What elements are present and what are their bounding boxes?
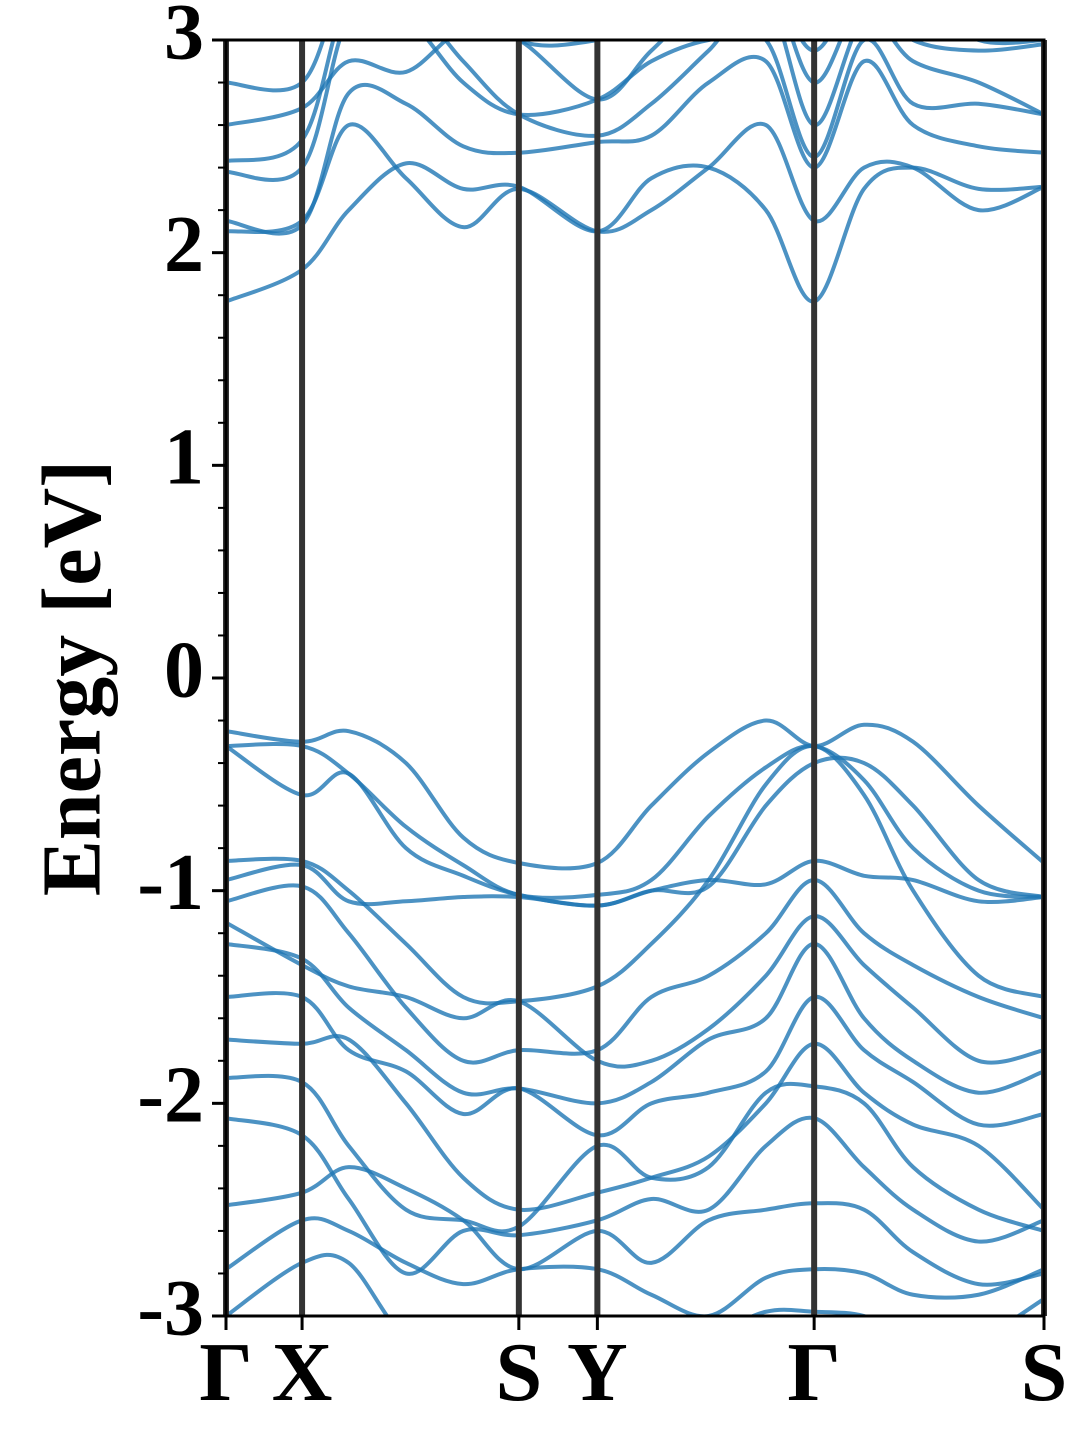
y-tick-label: -1: [137, 839, 204, 927]
band-line: [226, 1034, 1044, 1212]
band-line: [226, 742, 1044, 900]
band-line: [226, 40, 1044, 182]
band-line: [226, 718, 1044, 871]
band-line: [226, 1165, 1044, 1287]
y-tick-label: 0: [164, 626, 204, 714]
band-line: [226, 858, 1044, 908]
x-tick-label: Γ: [787, 1326, 840, 1419]
band-line: [226, 1115, 1044, 1276]
band-line: [226, 40, 1044, 164]
plot-frame: [224, 38, 1046, 1318]
y-tick-label: -2: [137, 1052, 204, 1140]
x-tick-label: X: [272, 1326, 333, 1419]
x-tick-label: Γ: [199, 1326, 252, 1419]
band-line: [226, 914, 1044, 1069]
band-line: [226, 121, 1044, 235]
band-line: [226, 878, 1044, 1065]
x-tick-label: S: [495, 1326, 542, 1419]
band-line: [226, 744, 1044, 1006]
bands: [226, 40, 1044, 1316]
y-tick-label: -3: [137, 1264, 204, 1352]
band-line: [226, 941, 1044, 1106]
band-line: [226, 1073, 1044, 1234]
band-line: [226, 54, 1044, 236]
x-tick-label: S: [1021, 1326, 1068, 1419]
y-tick-label: 2: [164, 201, 204, 289]
band-line: [226, 1252, 1044, 1316]
x-tick-label: Y: [567, 1326, 628, 1419]
y-tick-label: 3: [164, 0, 204, 76]
band-line: [226, 1216, 1044, 1316]
band-line: [226, 161, 1044, 304]
y-tick-label: 1: [164, 414, 204, 502]
y-axis-label: Energy [eV]: [25, 460, 118, 896]
band-line: [226, 991, 1044, 1138]
band-line: [226, 40, 1044, 128]
